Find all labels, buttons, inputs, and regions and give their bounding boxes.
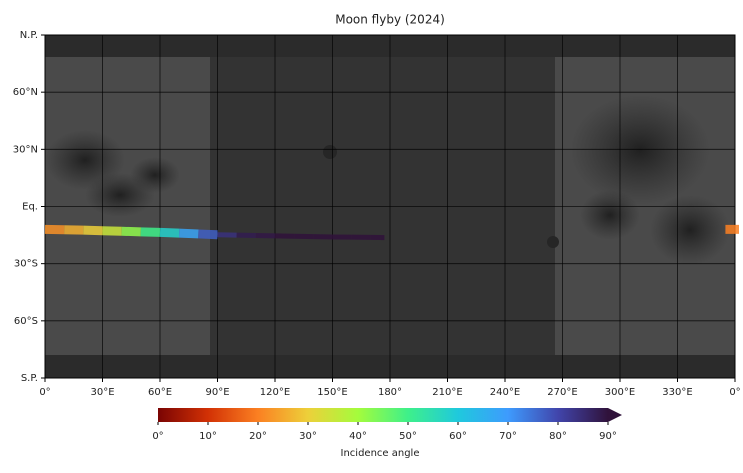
colorbar-tick-label: 20°: [249, 431, 267, 442]
track-segment: [83, 230, 102, 231]
page: Moon flyby (2024) Incidence angle 0°30°E…: [0, 0, 743, 473]
track-segment: [160, 232, 179, 233]
y-tick-label: N.P.: [20, 30, 38, 41]
colorbar-tick-label: 70°: [499, 431, 517, 442]
colorbar-tick-label: 30°: [299, 431, 317, 442]
colorbar-tick-label: 50°: [399, 431, 417, 442]
x-tick-label: 300°E: [605, 387, 635, 398]
x-tick-label: 0°: [39, 387, 50, 398]
x-tick-label: 150°E: [317, 387, 347, 398]
colorbar-tick-label: 80°: [549, 431, 567, 442]
y-tick-label: 30°S: [14, 259, 38, 270]
y-tick-label: S.P.: [21, 373, 38, 384]
colorbar-tick-label: 90°: [599, 431, 617, 442]
x-tick-label: 240°E: [490, 387, 520, 398]
x-tick-label: 30°E: [90, 387, 114, 398]
x-tick-label: 60°E: [148, 387, 172, 398]
track-segment: [103, 231, 122, 232]
track-segment: [198, 234, 217, 235]
x-tick-label: 0°: [729, 387, 740, 398]
y-tick-label: Eq.: [22, 202, 38, 213]
colorbar: [158, 408, 608, 422]
colorbar-tick-label: 10°: [199, 431, 217, 442]
x-tick-label: 180°: [378, 387, 402, 398]
track-segment: [141, 232, 160, 233]
chart-title: Moon flyby (2024): [335, 13, 445, 27]
x-tick-label: 270°E: [547, 387, 577, 398]
y-tick-label: 60°N: [13, 87, 38, 98]
chart: Moon flyby (2024) Incidence angle 0°30°E…: [0, 0, 743, 469]
y-tick-label: 30°N: [13, 144, 38, 155]
track-segment: [122, 231, 141, 232]
y-tick-label: 60°S: [14, 316, 38, 327]
colorbar-extend: [608, 408, 622, 422]
colorbar-tick-label: 40°: [349, 431, 367, 442]
x-tick-label: 120°E: [260, 387, 290, 398]
x-tick-label: 330°E: [662, 387, 692, 398]
x-tick-label: 210°E: [432, 387, 462, 398]
track-segment: [179, 233, 198, 234]
colorbar-label: Incidence angle: [341, 448, 420, 459]
colorbar-tick-label: 60°: [449, 431, 467, 442]
x-tick-label: 90°E: [205, 387, 229, 398]
colorbar-tick-label: 0°: [152, 431, 163, 442]
